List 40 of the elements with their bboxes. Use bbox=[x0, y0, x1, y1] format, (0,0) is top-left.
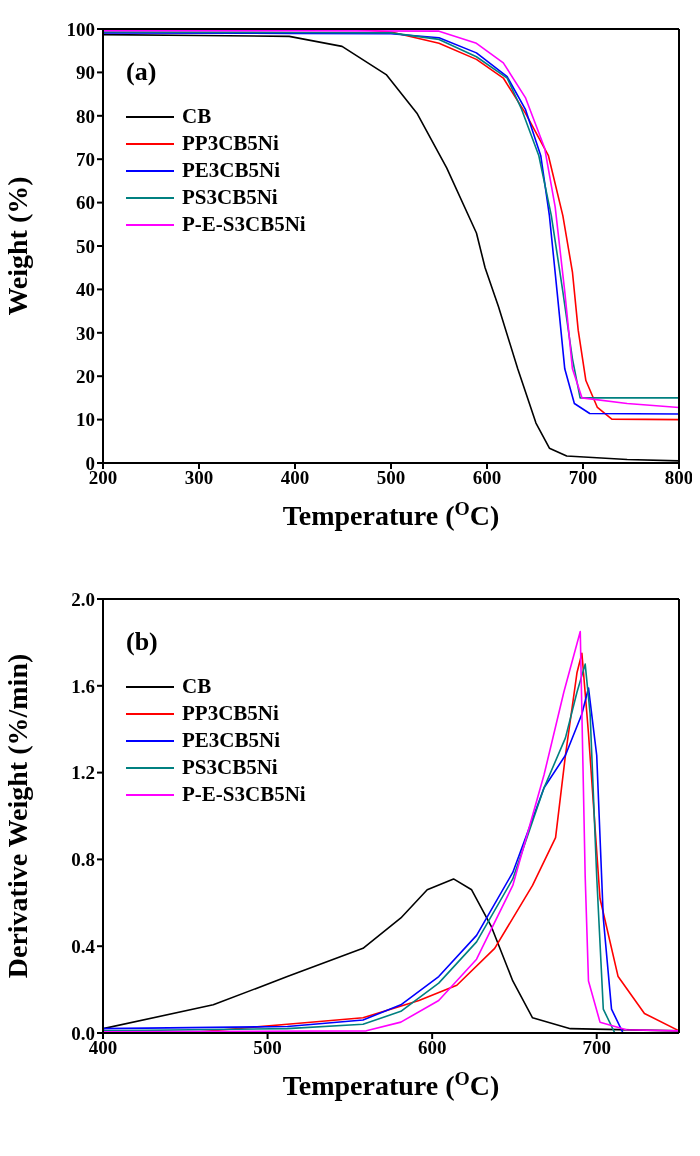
x-tick-label: 500 bbox=[376, 467, 406, 489]
y-tick-label: 50 bbox=[76, 235, 95, 257]
x-axis-title: Temperature ($^{O}$C) bbox=[282, 1067, 500, 1101]
legend-label: P-E-S3CB5Ni bbox=[182, 211, 306, 238]
y-axis-title: Derivative Weight (%/min) bbox=[2, 653, 34, 979]
y-tick-label: 90 bbox=[76, 62, 95, 84]
x-tick-label: 800 bbox=[664, 467, 694, 489]
x-tick-label: 500 bbox=[253, 1037, 282, 1059]
x-tick-label: 600 bbox=[472, 467, 502, 489]
legend-label: PE3CB5Ni bbox=[182, 157, 281, 184]
x-tick-label: 700 bbox=[582, 1037, 611, 1059]
legend-label: PS3CB5Ni bbox=[182, 184, 278, 211]
y-tick-label: 0.4 bbox=[71, 935, 96, 957]
y-tick-label: 40 bbox=[76, 279, 95, 301]
legend-label: PP3CB5Ni bbox=[182, 700, 279, 727]
x-tick-label: 600 bbox=[417, 1037, 447, 1059]
annotation: (b) bbox=[126, 627, 158, 656]
legend-label: P-E-S3CB5Ni bbox=[182, 781, 306, 808]
legend-label: CB bbox=[182, 673, 212, 700]
y-tick-label: 60 bbox=[76, 192, 95, 214]
y-tick-label: 100 bbox=[66, 18, 95, 40]
y-axis-title: Weight (%) bbox=[2, 176, 34, 316]
annotation: (a) bbox=[126, 57, 157, 86]
y-tick-label: 20 bbox=[76, 365, 95, 387]
legend-label: PS3CB5Ni bbox=[182, 754, 278, 781]
y-tick-label: 70 bbox=[76, 148, 95, 170]
legend-label: PP3CB5Ni bbox=[182, 130, 279, 157]
y-tick-label: 30 bbox=[76, 322, 95, 344]
x-axis-title: Temperature ($^{O}$C) bbox=[282, 497, 500, 531]
legend-label: CB bbox=[182, 103, 212, 130]
y-tick-label: 2.0 bbox=[71, 588, 95, 610]
x-tick-label: 400 bbox=[280, 467, 310, 489]
x-tick-label: 300 bbox=[184, 467, 214, 489]
y-tick-label: 80 bbox=[76, 105, 95, 127]
y-tick-label: 0.8 bbox=[71, 849, 95, 871]
y-tick-label: 10 bbox=[76, 409, 95, 431]
legend-label: PE3CB5Ni bbox=[182, 727, 281, 754]
y-tick-label: 1.6 bbox=[71, 675, 95, 697]
y-tick-label: 1.2 bbox=[71, 762, 95, 784]
x-tick-label: 700 bbox=[568, 467, 598, 489]
